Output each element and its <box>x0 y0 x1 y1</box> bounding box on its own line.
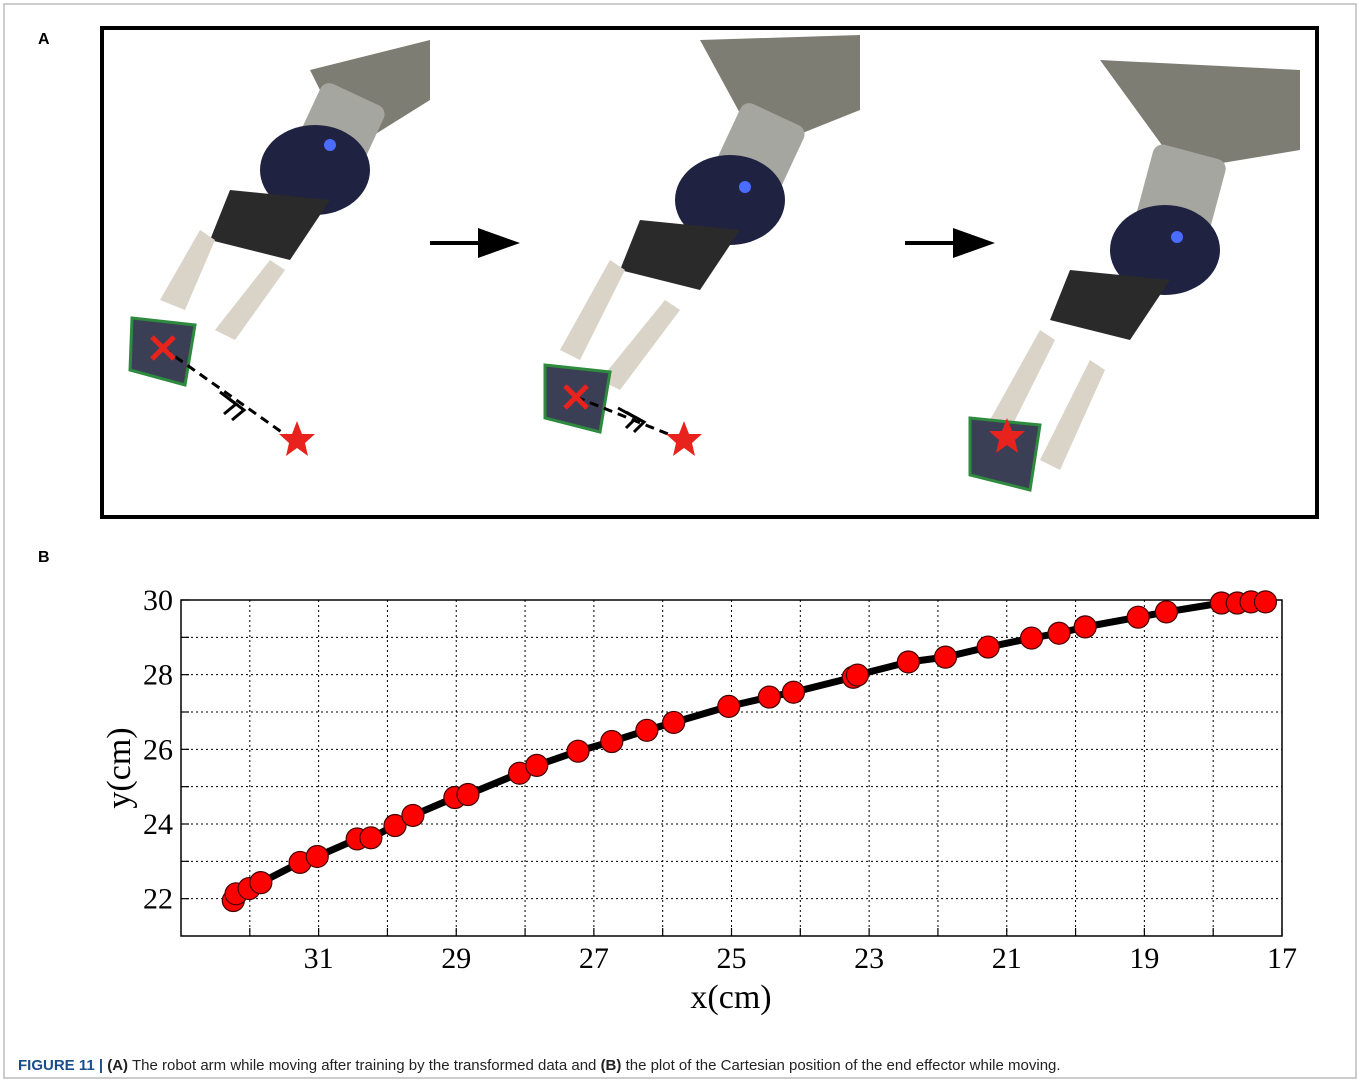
y-tick-label: 26 <box>143 733 173 766</box>
x-tick-label: 27 <box>579 942 609 975</box>
marker <box>1021 627 1043 649</box>
marker <box>782 681 804 703</box>
x-tick-label: 29 <box>441 942 471 975</box>
marker <box>1127 606 1149 628</box>
caption-label: FIGURE 11 | <box>18 1057 103 1074</box>
caption-part: (B) <box>601 1057 622 1074</box>
x-tick-label: 17 <box>1267 942 1297 975</box>
marker <box>897 651 919 673</box>
marker <box>601 730 623 752</box>
marker <box>935 646 957 668</box>
x-tick-label: 25 <box>717 942 747 975</box>
marker <box>846 664 868 686</box>
x-tick-label: 31 <box>304 942 334 975</box>
y-tick-label: 22 <box>143 883 173 916</box>
x-tick-label: 21 <box>992 942 1022 975</box>
caption-text: The robot arm while moving after trainin… <box>132 1057 596 1074</box>
y-axis-label: y(cm) <box>101 727 138 808</box>
panel-label: A <box>38 31 50 48</box>
marker <box>663 711 685 733</box>
panel-label: B <box>38 549 50 566</box>
marker <box>977 636 999 658</box>
chart: 31 29 27 25 23 21 19 17 22 24 26 28 30 <box>143 584 1297 975</box>
marker <box>250 872 272 894</box>
photo-panel <box>102 28 1317 517</box>
marker <box>636 719 658 741</box>
y-tick-label: 24 <box>143 808 173 841</box>
marker <box>567 740 589 762</box>
x-axis-label: x(cm) <box>690 979 771 1016</box>
x-tick-label: 19 <box>1129 942 1159 975</box>
marker <box>457 784 479 806</box>
marker <box>1155 601 1177 623</box>
marker <box>718 695 740 717</box>
y-tick-label: 30 <box>143 584 173 617</box>
marker <box>758 686 780 708</box>
marker <box>1048 622 1070 644</box>
figure: A B <box>0 0 1360 1083</box>
marker <box>360 827 382 849</box>
marker <box>1074 616 1096 638</box>
marker <box>306 845 328 867</box>
marker <box>526 754 548 776</box>
marker <box>402 804 424 826</box>
caption-part: (A) <box>107 1057 128 1074</box>
marker <box>1254 591 1276 613</box>
x-tick-label: 23 <box>854 942 884 975</box>
caption: FIGURE 11 | (A) The robot arm while movi… <box>18 1057 1061 1074</box>
y-tick-label: 28 <box>143 659 173 692</box>
caption-text: the plot of the Cartesian position of th… <box>626 1057 1061 1074</box>
